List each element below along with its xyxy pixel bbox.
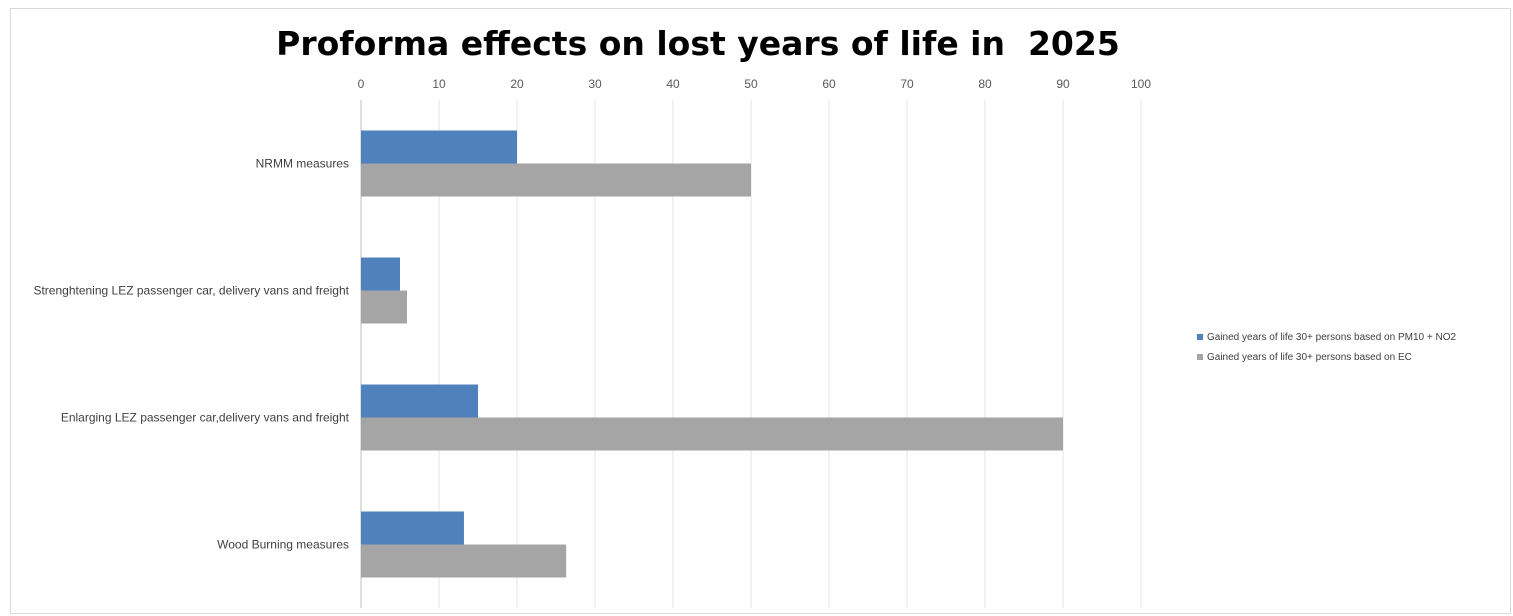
category-label: NRMM measures — [256, 157, 349, 171]
bar-pm10-no2-1 — [361, 257, 400, 291]
x-tick-label: 70 — [900, 77, 914, 91]
bar-ec-3 — [361, 544, 567, 578]
x-tick-label: 40 — [666, 77, 680, 91]
x-tick-label: 50 — [744, 77, 758, 91]
bar-pm10-no2-2 — [361, 384, 478, 418]
bar-pm10-no2-0 — [361, 130, 517, 164]
category-label: Strenghtening LEZ passenger car, deliver… — [33, 284, 349, 298]
x-tick-label: 20 — [510, 77, 524, 91]
category-labels: NRMM measures Strenghtening LEZ passenger… — [33, 157, 349, 552]
x-tick-label: 30 — [588, 77, 602, 91]
category-label: Wood Burning measures — [217, 538, 349, 552]
x-tick-label: 90 — [1056, 77, 1070, 91]
x-tick-label: 10 — [432, 77, 446, 91]
legend-label: Gained years of life 30+ persons based o… — [1207, 351, 1412, 363]
x-axis-ticks: 0 10 20 30 40 50 60 70 80 90 100 — [358, 77, 1152, 91]
x-tick-label: 60 — [822, 77, 836, 91]
legend-item-pm10-no2: Gained years of life 30+ persons based o… — [1197, 327, 1456, 347]
legend-swatch — [1197, 354, 1203, 360]
legend: Gained years of life 30+ persons based o… — [1197, 327, 1456, 367]
x-tick-label: 0 — [358, 77, 365, 91]
bar-ec-2 — [361, 417, 1063, 451]
legend-swatch — [1197, 334, 1203, 340]
chart-title: Proforma effects on lost years of life i… — [276, 24, 1120, 63]
bar-pm10-no2-3 — [361, 511, 464, 545]
bar-ec-0 — [361, 163, 751, 197]
bars — [361, 130, 1063, 578]
x-tick-label: 80 — [978, 77, 992, 91]
bar-ec-1 — [361, 290, 408, 324]
category-label: Enlarging LEZ passenger car,delivery van… — [61, 411, 350, 425]
legend-label: Gained years of life 30+ persons based o… — [1207, 331, 1457, 343]
chart-frame — [10, 8, 1511, 614]
legend-item-ec: Gained years of life 30+ persons based o… — [1197, 347, 1456, 367]
x-tick-label: 100 — [1131, 77, 1151, 91]
